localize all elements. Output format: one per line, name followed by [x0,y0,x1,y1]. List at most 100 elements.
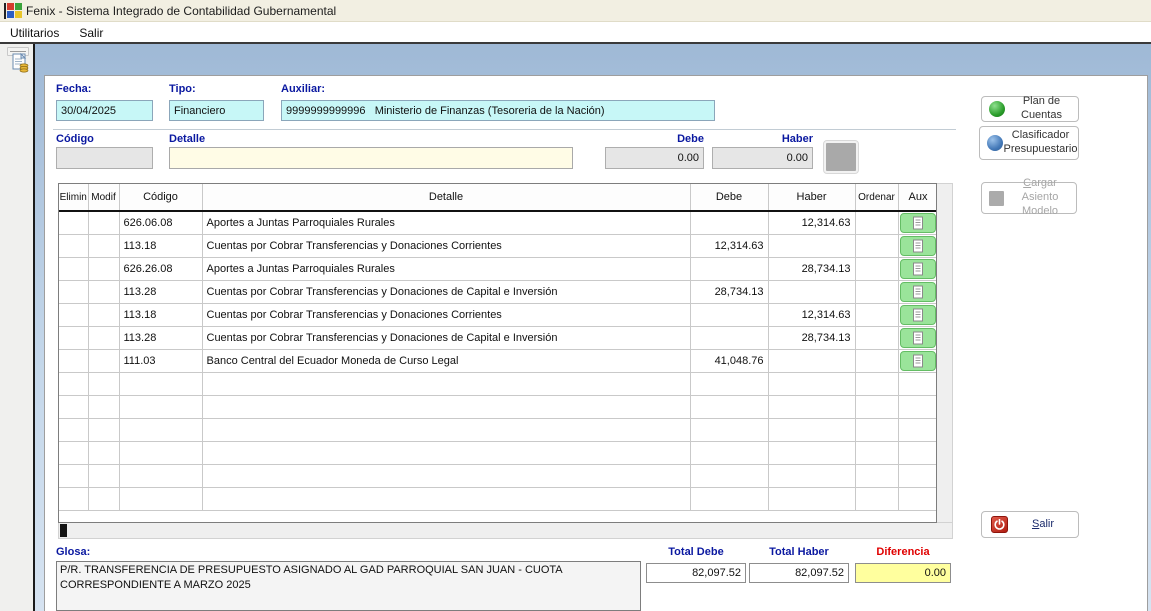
table-row[interactable]: 113.18Cuentas por Cobrar Transferencias … [59,234,937,257]
cell-ordenar [855,280,898,303]
cargar-asiento-modelo-button[interactable]: Cargar Asiento Modelo [981,182,1077,214]
debe-input[interactable] [605,147,704,169]
tipo-input[interactable] [169,100,264,121]
confirm-entry-button[interactable] [824,141,858,173]
table-row[interactable]: 113.18Cuentas por Cobrar Transferencias … [59,303,937,326]
glosa-textarea[interactable]: P/R. TRANSFERENCIA DE PRESUPUESTO ASIGNA… [56,561,641,611]
cell-aux [898,349,937,372]
auxiliar-input[interactable] [281,100,715,121]
table-row[interactable]: 626.06.08Aportes a Juntas Parroquiales R… [59,211,937,234]
cell-codigo [119,487,202,510]
horizontal-scrollbar[interactable] [58,523,953,539]
cell-elimin [59,257,88,280]
table-row[interactable]: 113.28Cuentas por Cobrar Transferencias … [59,280,937,303]
cell-debe [690,418,768,441]
cell-elimin [59,464,88,487]
total-haber-label: Total Haber [749,546,849,558]
total-debe-value: 82,097.52 [646,563,746,583]
cell-haber [768,441,855,464]
cell-debe [690,372,768,395]
journal-entry-icon[interactable] [9,52,31,74]
haber-label: Haber [712,133,813,145]
cell-elimin [59,326,88,349]
cell-aux [898,464,937,487]
cell-aux [898,326,937,349]
cell-elimin [59,418,88,441]
aux-button[interactable] [900,282,936,302]
table-row[interactable] [59,441,937,464]
aux-button[interactable] [900,213,936,233]
aux-button[interactable] [900,236,936,256]
table-row[interactable] [59,487,937,510]
cell-codigo: 113.28 [119,280,202,303]
title-bar: Fenix - Sistema Integrado de Contabilida… [0,0,1151,22]
cell-aux [898,372,937,395]
aux-button[interactable] [900,351,936,371]
debe-label: Debe [605,133,704,145]
cell-haber [768,464,855,487]
table-row[interactable] [59,395,937,418]
cell-elimin [59,280,88,303]
cell-detalle [202,487,690,510]
cell-debe [690,487,768,510]
salir-button[interactable]: Salir [981,511,1079,538]
cell-modif [88,257,119,280]
cell-detalle: Cuentas por Cobrar Transferencias y Dona… [202,234,690,257]
table-row[interactable]: 113.28Cuentas por Cobrar Transferencias … [59,326,937,349]
menu-utilitarios[interactable]: Utilitarios [0,24,69,42]
cell-haber: 28,734.13 [768,257,855,280]
codigo-input[interactable] [56,147,153,169]
vertical-scrollbar[interactable] [937,183,953,523]
cell-ordenar [855,326,898,349]
cell-codigo [119,395,202,418]
cell-detalle: Cuentas por Cobrar Transferencias y Dona… [202,280,690,303]
aux-button[interactable] [900,259,936,279]
cargar-asiento-label: Cargar Asiento Modelo [1004,177,1076,218]
cell-codigo [119,441,202,464]
plan-de-cuentas-label: Plan de Cuentas [1005,95,1078,123]
cell-detalle: Cuentas por Cobrar Transferencias y Dona… [202,326,690,349]
cell-detalle: Aportes a Juntas Parroquiales Rurales [202,211,690,234]
aux-button[interactable] [900,305,936,325]
cell-debe [690,303,768,326]
cell-haber: 12,314.63 [768,211,855,234]
cell-detalle [202,395,690,418]
cell-ordenar [855,418,898,441]
gray-square-icon [989,191,1004,206]
cell-codigo: 111.03 [119,349,202,372]
application-window: Fenix - Sistema Integrado de Contabilida… [0,0,1151,611]
cell-detalle: Aportes a Juntas Parroquiales Rurales [202,257,690,280]
cell-detalle [202,418,690,441]
cell-elimin [59,234,88,257]
table-row[interactable]: 626.26.08Aportes a Juntas Parroquiales R… [59,257,937,280]
cell-haber [768,280,855,303]
power-icon [991,516,1008,533]
cell-ordenar [855,487,898,510]
menu-salir[interactable]: Salir [69,24,113,42]
cell-aux [898,441,937,464]
cell-modif [88,418,119,441]
cell-debe [690,441,768,464]
cell-codigo: 626.26.08 [119,257,202,280]
cell-aux [898,257,937,280]
scrollbar-thumb[interactable] [60,524,67,537]
table-row[interactable] [59,464,937,487]
cell-codigo: 626.06.08 [119,211,202,234]
table-row[interactable] [59,418,937,441]
table-row[interactable] [59,372,937,395]
separator-line [53,129,956,130]
haber-input[interactable] [712,147,813,169]
plan-de-cuentas-button[interactable]: Plan de Cuentas [981,96,1079,122]
content-panel: Fecha: Tipo: Auxiliar: Código Detalle De… [44,75,1148,611]
table-row[interactable]: 111.03Banco Central del Ecuador Moneda d… [59,349,937,372]
col-header-haber: Haber [768,184,855,211]
cell-haber [768,234,855,257]
aux-button[interactable] [900,328,936,348]
fecha-input[interactable] [56,100,153,121]
cell-debe [690,326,768,349]
cell-elimin [59,441,88,464]
cell-ordenar [855,234,898,257]
cell-codigo: 113.18 [119,303,202,326]
clasificador-presupuestario-button[interactable]: Clasificador Presupuestario [979,126,1079,160]
detalle-input[interactable] [169,147,573,169]
